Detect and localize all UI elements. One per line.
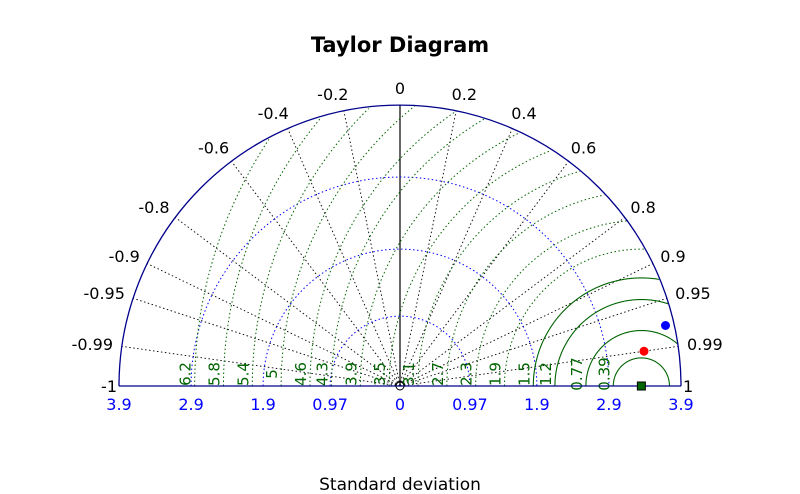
correlation-line <box>399 160 569 387</box>
correlation-line <box>132 297 401 387</box>
chart-title: Taylor Diagram <box>311 33 489 57</box>
rms-contour-label: 2.7 <box>429 362 447 386</box>
rms-contour <box>612 357 671 386</box>
rms-contour <box>475 220 627 387</box>
std-contour <box>329 315 471 387</box>
std-tick-label: 0.97 <box>312 395 348 414</box>
correlation-tick-label: -0.99 <box>72 335 113 354</box>
correlation-tick-label: 0.6 <box>571 139 596 158</box>
rms-contour-label: 3.5 <box>371 362 389 386</box>
rms-contour-label: 6.2 <box>177 362 195 386</box>
rms-contour-label: 2.3 <box>458 362 476 386</box>
correlation-line <box>343 110 401 387</box>
std-contour <box>262 248 538 387</box>
rms-contour-label: 5.4 <box>234 362 252 386</box>
rms-contour <box>446 194 605 387</box>
correlation-tick-label: 0 <box>395 79 405 98</box>
rms-contour-label: 1.5 <box>515 362 533 386</box>
rms-contour-label: 1.2 <box>537 362 555 386</box>
std-tick-label: 3.9 <box>106 395 131 414</box>
origin-marker <box>395 381 405 391</box>
rms-contour <box>251 108 370 387</box>
rms-contour <box>359 131 521 387</box>
std-tick-label: 0.97 <box>452 395 488 414</box>
correlation-line <box>287 128 401 387</box>
correlation-line <box>146 263 401 387</box>
rms-contour-label: 5 <box>263 369 281 379</box>
rms-contour-label: 4.6 <box>292 362 310 386</box>
std-tick-label: 1.9 <box>524 395 549 414</box>
correlation-tick-label: -1 <box>101 377 117 396</box>
rms-contour <box>331 118 485 387</box>
outer-arc <box>118 104 682 387</box>
rms-contour <box>503 248 645 387</box>
correlation-line <box>399 110 457 387</box>
correlation-line <box>399 297 668 387</box>
correlation-tick-label: 0.95 <box>675 284 711 303</box>
rms-contour <box>388 150 552 387</box>
rms-contour <box>417 170 580 387</box>
std-tick-label: 2.9 <box>178 395 203 414</box>
correlation-line <box>399 263 654 387</box>
rms-contour-label: 3.9 <box>342 362 360 386</box>
correlation-tick-label: -0.8 <box>138 198 169 217</box>
rms-contour <box>554 298 669 386</box>
correlation-tick-label: -0.95 <box>83 284 124 303</box>
correlation-line <box>121 345 401 387</box>
correlation-tick-label: 0.2 <box>452 85 477 104</box>
correlation-tick-label: 0.99 <box>687 335 723 354</box>
std-tick-label: 1.9 <box>250 395 275 414</box>
rms-contour <box>280 105 415 387</box>
correlation-line <box>399 217 626 387</box>
correlation-tick-label: -0.9 <box>109 247 140 266</box>
rms-contour-label: 0.39 <box>595 357 613 390</box>
correlation-line <box>399 128 513 387</box>
rms-contour-label: 1.9 <box>487 362 505 386</box>
rms-contour <box>309 110 457 387</box>
reference-point <box>636 381 646 391</box>
correlation-tick-label: -0.4 <box>258 104 289 123</box>
rms-contour-label: 0.77 <box>568 357 586 390</box>
correlation-tick-label: -0.2 <box>317 85 348 104</box>
std-tick-label: 2.9 <box>596 395 621 414</box>
x-axis-label: Standard deviation <box>319 475 481 494</box>
rms-contour-label: 5.8 <box>206 362 224 386</box>
correlation-line <box>231 160 401 387</box>
plot-area: 0.39 0.77 1.21.5 1.9 2.3 2.7 3.1 3.5 3.9 4.34.6 5 5… <box>72 79 723 414</box>
model-point <box>639 346 649 356</box>
rms-contour-label: 4.3 <box>314 362 332 386</box>
correlation-tick-label: -0.6 <box>198 139 229 158</box>
rms-contour <box>222 117 322 387</box>
correlation-tick-label: 0.4 <box>511 104 536 123</box>
correlation-line <box>399 345 679 387</box>
rms-contour <box>532 277 660 387</box>
std-contour <box>190 176 610 387</box>
std-tick-label: 3.9 <box>668 395 693 414</box>
correlation-tick-label: 0.8 <box>630 198 655 217</box>
correlation-tick-label: 0.9 <box>660 247 685 266</box>
correlation-tick-label: 1 <box>683 377 693 396</box>
rms-contour <box>585 329 679 386</box>
rms-contour-label: 3.1 <box>400 362 418 386</box>
correlation-line <box>174 217 401 387</box>
model-point <box>661 321 670 330</box>
std-tick-label: 0 <box>395 395 405 414</box>
